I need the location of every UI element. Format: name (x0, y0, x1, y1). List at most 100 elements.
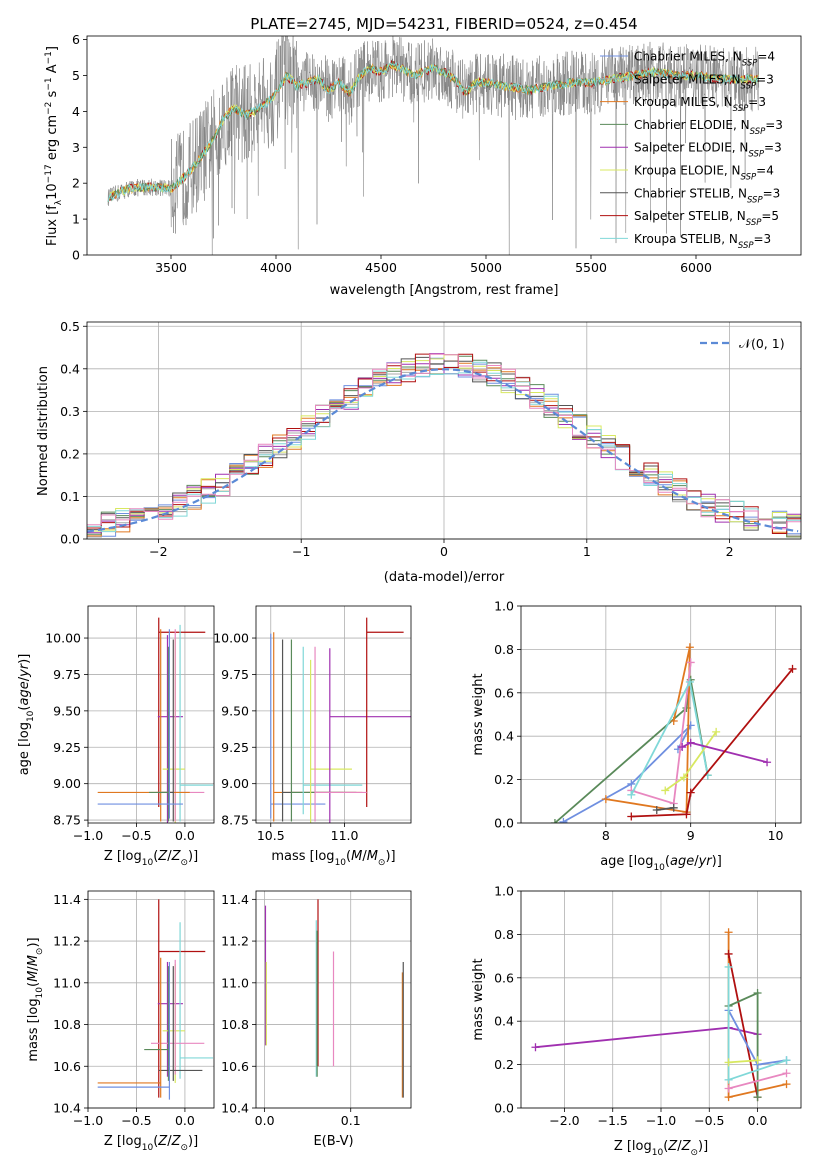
legend-text: Salpeter ELODIE, N (634, 141, 748, 155)
x-tick-label: −2 (149, 544, 167, 559)
legend-text: Kroupa MILES, N (634, 95, 733, 109)
plot-layer: 3500 4000 4500 5000 5500 6000 0 1 2 3 4 5 6 wavelengt… (17, 32, 802, 1158)
axes-frame (87, 890, 215, 1109)
weight-marker (686, 738, 695, 747)
label-part: ( (17, 706, 32, 711)
x-tick-label: 9 (687, 828, 695, 843)
weight-series (631, 668, 794, 818)
x-axis-label: (data-model)/error (384, 570, 505, 585)
legend-sub: SSP (738, 241, 754, 251)
x-tick-label: 0.0 (175, 828, 195, 843)
weight-marker (686, 788, 695, 797)
y-tick-label: 11.0 (221, 975, 249, 990)
weight-marker (652, 805, 661, 814)
weight-marker (531, 1043, 540, 1052)
y-tick-label: 10.6 (221, 1059, 249, 1074)
legend-suffix: =3 (754, 232, 772, 246)
y-tick-label: 0.3 (60, 404, 80, 419)
x-tick-label: 0.0 (175, 1113, 195, 1128)
legend-label: Salpeter ELODIE, NSSP=3 (634, 141, 782, 160)
x-tick-label: 8 (602, 828, 610, 843)
x-axis-label: Z [log10(Z/Z⊙)] (104, 849, 198, 868)
weight-marker (753, 988, 762, 997)
legend-text: Salpeter MILES, N (634, 72, 741, 86)
plot-content (97, 899, 214, 1100)
label-part: )] (698, 1139, 708, 1154)
y-tick-label: 5 (72, 68, 80, 83)
x-tick-label: −1.0 (646, 1113, 676, 1128)
weight-marker (724, 1093, 733, 1102)
legend-label: Kroupa STELIB, NSSP=3 (634, 232, 771, 251)
legend-text: Chabrier ELODIE, N (634, 118, 750, 132)
label-part: / (694, 854, 699, 869)
label-part: 10 (653, 863, 665, 873)
y-tick-label: 10.8 (53, 1017, 81, 1032)
x-tick-label: 1 (583, 544, 591, 559)
label-part: Z (681, 1139, 692, 1154)
y-tick-label: 9.75 (221, 667, 249, 682)
label-part: ( (665, 854, 670, 869)
y-tick-label: 0.1 (60, 489, 80, 504)
y-tick-label: 10.00 (45, 631, 81, 646)
label-part: 10 (142, 858, 154, 868)
legend-sub: SSP (750, 127, 766, 137)
weight-series (605, 647, 691, 814)
x-tick-label: 10.5 (257, 828, 285, 843)
label-part: / (26, 966, 41, 971)
weight-marker (724, 1058, 733, 1067)
label-part: age [log (600, 854, 653, 869)
histogram-series (87, 354, 801, 532)
legend-sub: SSP (746, 218, 762, 228)
weight-marker (686, 658, 695, 667)
y-tick-label: 11.2 (53, 934, 81, 949)
weight-series (562, 724, 692, 823)
y-axis-label: age [log10(age/yr)] (17, 654, 36, 776)
y-tick-label: 0.2 (494, 1057, 514, 1072)
y-tick-label: 9.00 (53, 776, 81, 791)
weight-marker (763, 758, 772, 767)
panel-mass-vs-EBV: 0.0 0.1 10.4 10.6 10.8 11.0 11.2 11.4 E(B-V) (221, 890, 412, 1149)
weight-marker (627, 812, 636, 821)
panel-spectrum: 3500 4000 4500 5000 5500 6000 0 1 2 3 4 5 6 wavelengt… (44, 32, 802, 298)
x-tick-label: 0.0 (255, 1113, 275, 1128)
x-tick-label: −0.5 (694, 1113, 724, 1128)
x-axis-label: wavelength [Angstrom, rest frame] (330, 283, 559, 298)
y-tick-label: 0.0 (60, 532, 80, 547)
label-part: ⊙ (35, 948, 45, 956)
label-part: ( (663, 1139, 668, 1154)
label-part: Z [log (104, 849, 142, 864)
panel-age-vs-Z: −1.0 −0.5 0.0 8.75 9.00 9.25 9.50 9.75 10.00 Z [l… (17, 605, 215, 868)
legend-suffix: =4 (757, 50, 775, 64)
axes-frame (86, 321, 802, 540)
label-part: / (677, 1139, 682, 1154)
weight-marker (788, 664, 797, 673)
y-tick-label: 9.00 (221, 776, 249, 791)
y-tick-label: 9.75 (53, 667, 81, 682)
plot-content (97, 617, 214, 823)
y-axis-label: Flux [fλ10−17 erg cm−2 s−1 A−1] (44, 46, 64, 246)
label-part: )] (385, 849, 395, 864)
x-tick-label: 2 (726, 544, 734, 559)
gaussian-curve (87, 368, 799, 533)
y-tick-label: 0 (72, 248, 80, 263)
weight-marker (782, 1056, 791, 1065)
axes-frame (520, 605, 802, 824)
y-tick-label: 9.25 (221, 740, 249, 755)
x-tick-label: 11.0 (331, 828, 359, 843)
weight-marker (682, 810, 691, 819)
y-tick-label: 10.00 (213, 631, 249, 646)
y-tick-label: 0.4 (494, 729, 514, 744)
legend-label: Kroupa MILES, NSSP=3 (634, 95, 766, 114)
y-tick-label: 1 (72, 212, 80, 227)
legend-suffix: =3 (765, 118, 783, 132)
label-part: / (17, 676, 32, 681)
y-axis-label: mass weight (471, 673, 486, 755)
plot-content (264, 899, 404, 1098)
weight-series (728, 1059, 758, 1064)
x-tick-label: −1.0 (73, 828, 103, 843)
legend-sub: SSP (741, 173, 757, 183)
x-tick-label: 0 (440, 544, 448, 559)
label-part: ( (346, 849, 351, 864)
y-tick-label: 10.4 (53, 1101, 81, 1116)
